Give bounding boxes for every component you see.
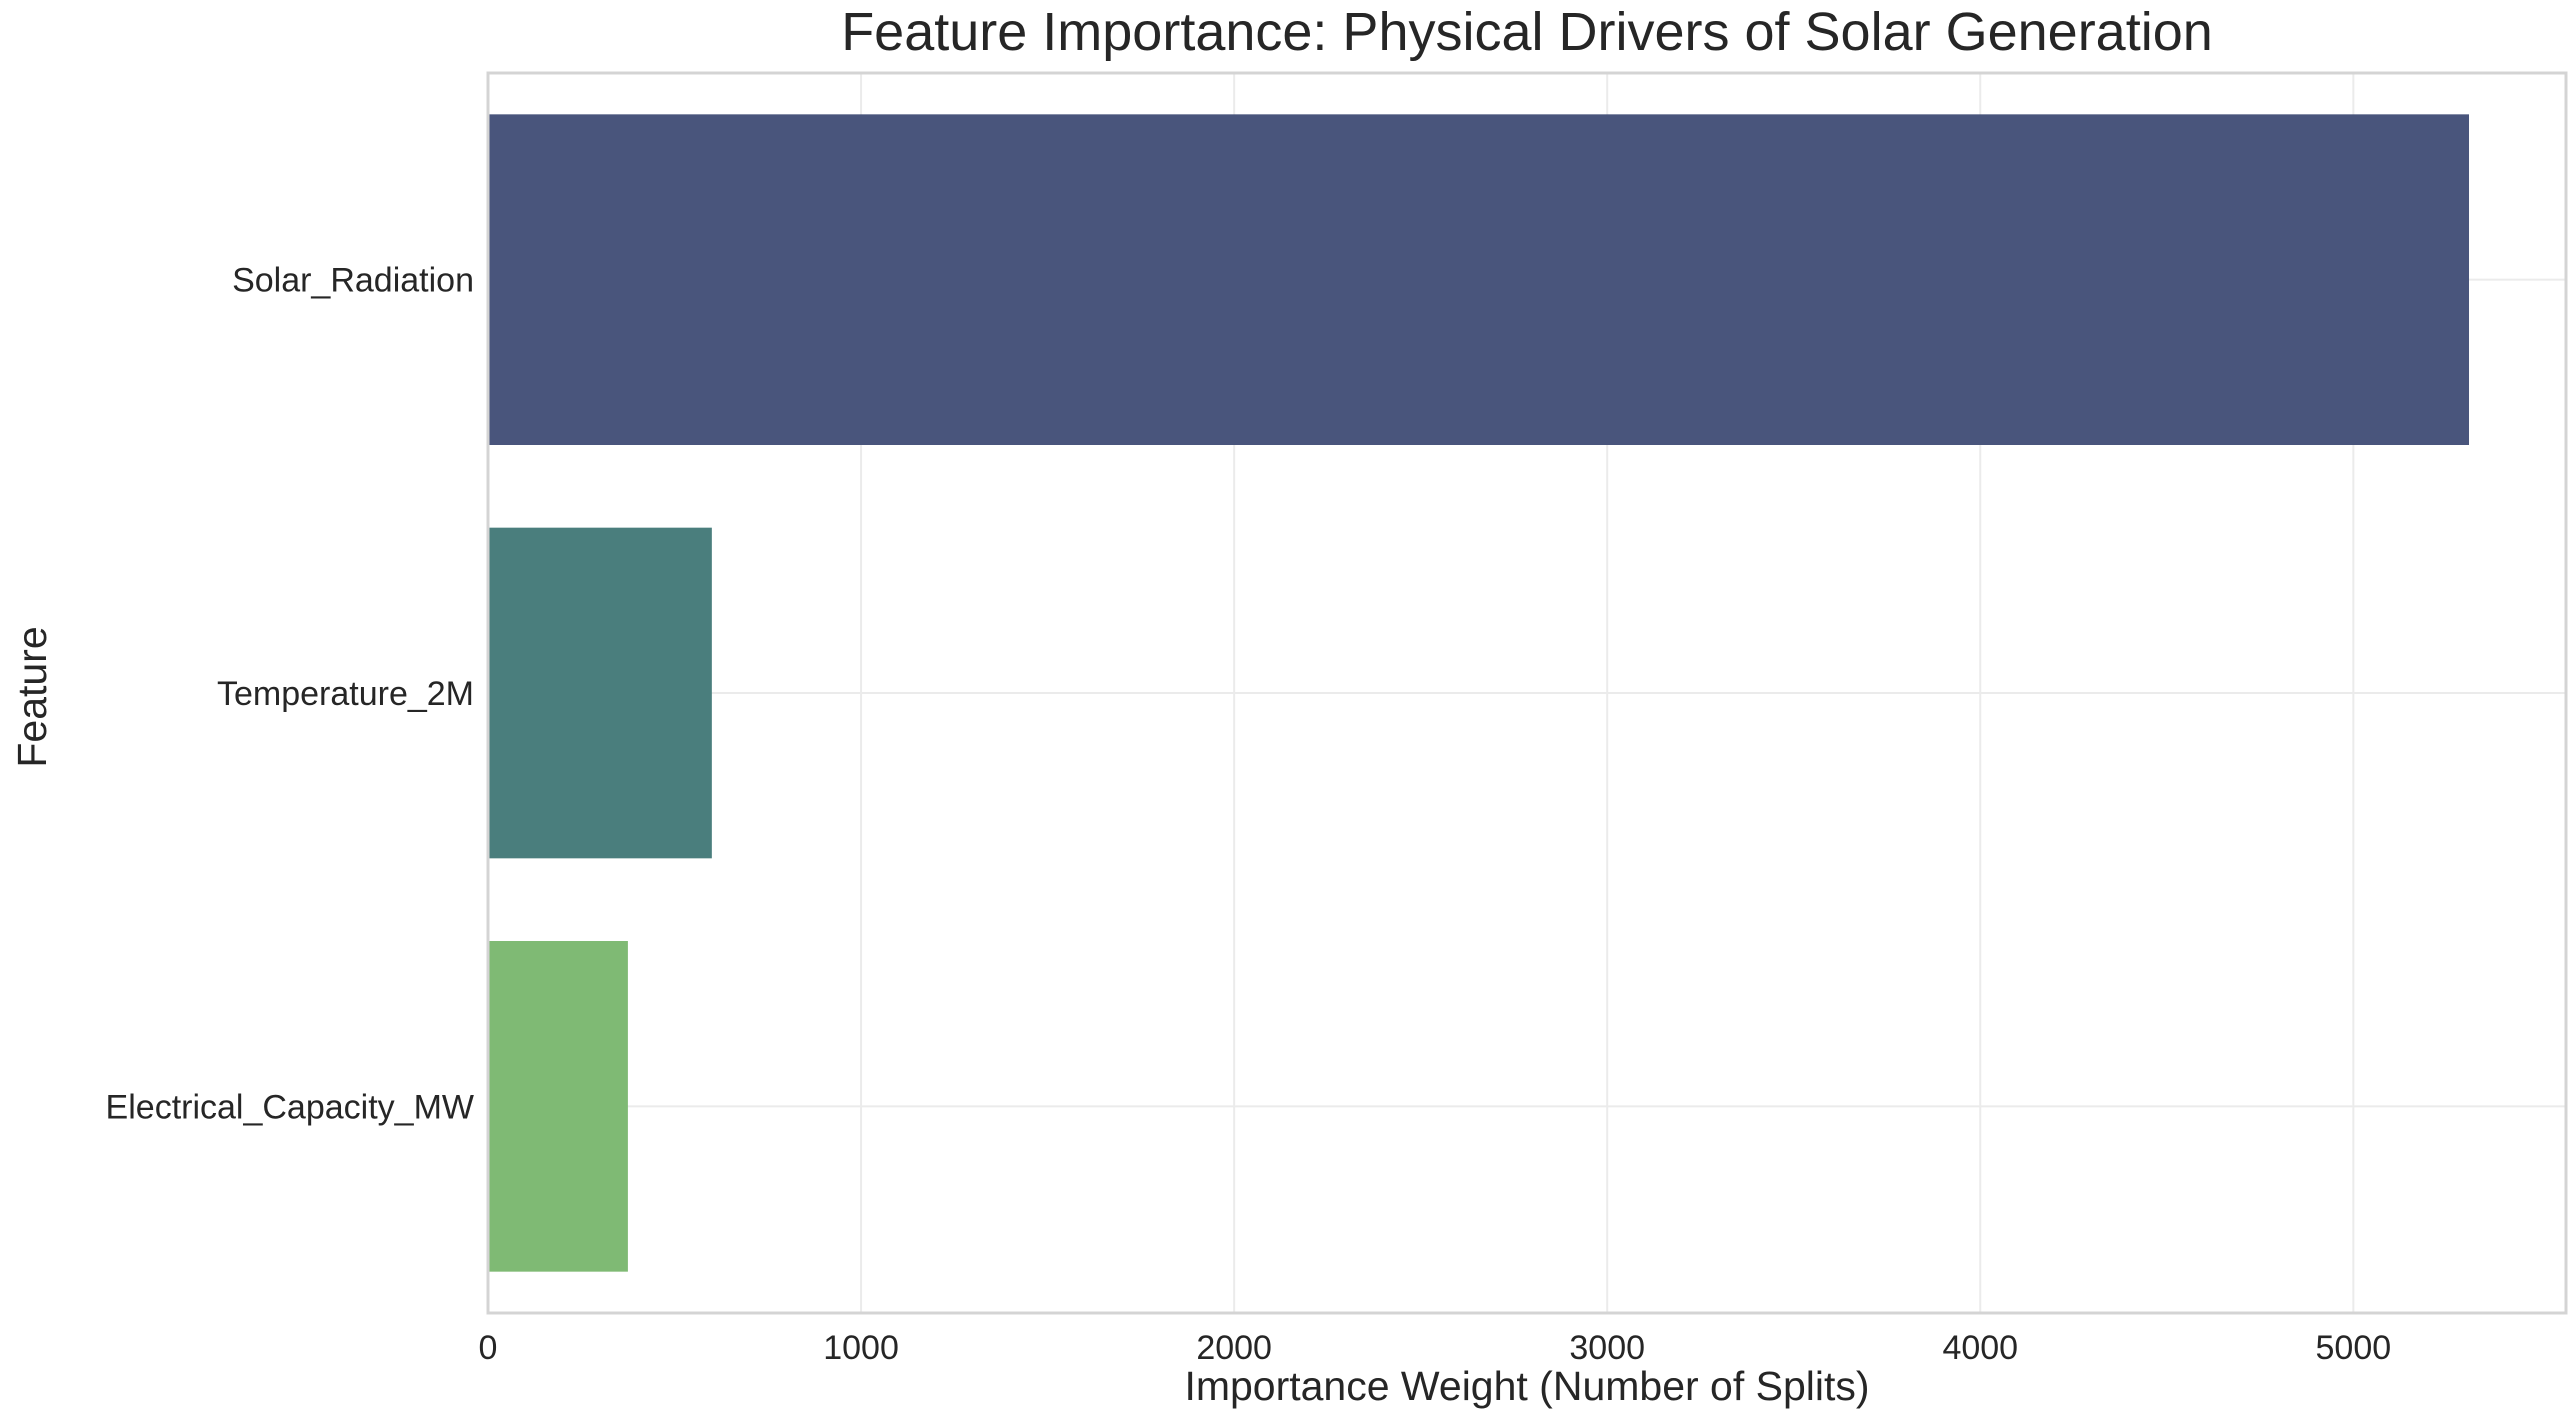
x-tick-label: 4000 [1942, 1329, 2018, 1367]
x-tick-label: 0 [479, 1329, 498, 1367]
x-tick-label: 1000 [823, 1329, 899, 1367]
y-tick-label-electrical-capacity-mw: Electrical_Capacity_MW [106, 1088, 474, 1126]
bar-electrical-capacity-mw [488, 941, 628, 1272]
x-tick-label: 2000 [1196, 1329, 1272, 1367]
x-axis-label: Importance Weight (Number of Splits) [1184, 1363, 1869, 1409]
plot-frame [486, 71, 2568, 1315]
y-tick-label-solar-radiation: Solar_Radiation [232, 262, 474, 300]
y-tick-label-temperature-2m: Temperature_2M [217, 675, 474, 713]
x-tick-labels: 0 1000 2000 3000 4000 5000 [479, 1329, 2392, 1367]
bar-temperature-2m [488, 527, 712, 859]
bar-solar-radiation [488, 114, 2470, 445]
y-tick-labels: Solar_Radiation Temperature_2M Electrical_… [106, 262, 474, 1127]
x-tick-label: 5000 [2316, 1329, 2392, 1367]
chart-title: Feature Importance: Physical Drivers of … [841, 2, 2213, 62]
x-tick-label: 3000 [1569, 1329, 1645, 1367]
bars [488, 114, 2470, 1272]
y-axis-label: Feature [9, 626, 55, 767]
